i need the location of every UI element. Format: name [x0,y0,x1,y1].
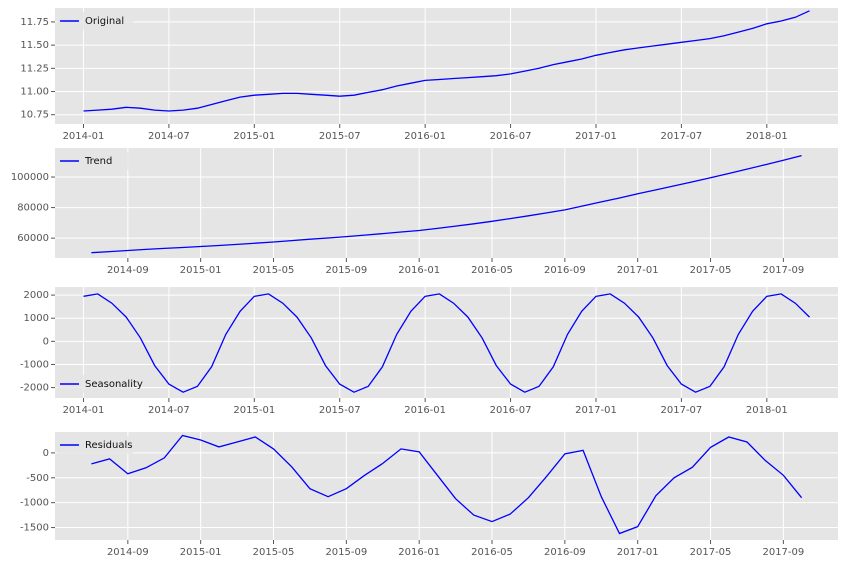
x-tick-label: 2016-09 [544,547,586,558]
legend: Seasonality [57,375,143,393]
legend: Original [57,12,133,30]
x-tick-label: 2018-01 [746,131,788,142]
plot-area [55,287,838,398]
legend-label: Original [85,16,124,27]
y-tick-label: 0 [43,336,49,347]
x-tick-label: 2016-07 [490,131,532,142]
legend-box [57,375,133,393]
y-tick-label: 11.75 [20,17,49,28]
y-tick-label: -1000 [20,498,49,509]
x-tick-label: 2015-07 [319,131,361,142]
x-tick-label: 2014-07 [148,131,190,142]
x-tick-label: 2016-01 [398,547,440,558]
x-tick-label: 2016-01 [398,265,440,276]
x-tick-label: 2018-01 [746,405,788,416]
x-tick-label: 2017-01 [617,265,659,276]
y-tick-label: 11.00 [20,87,49,98]
legend: Trend [57,152,133,170]
y-tick-label: 10.75 [20,110,49,121]
x-tick-label: 2014-09 [107,265,149,276]
x-tick-label: 2017-09 [762,547,804,558]
y-tick-label: -2000 [20,383,49,394]
x-tick-label: 2014-01 [63,405,105,416]
y-tick-label: -500 [26,473,49,484]
x-tick-label: 2014-09 [107,547,149,558]
y-tick-label: 2000 [24,290,49,301]
y-tick-label: 11.25 [20,63,49,74]
y-tick-label: -1000 [20,359,49,370]
x-tick-label: 2015-09 [325,547,367,558]
legend-label: Trend [84,156,112,167]
x-tick-label: 2016-05 [471,547,513,558]
y-tick-label: 11.50 [20,40,49,51]
x-tick-label: 2015-09 [325,265,367,276]
x-tick-label: 2017-05 [690,547,732,558]
plot-area [55,8,838,124]
y-tick-label: -1500 [20,523,49,534]
x-tick-label: 2016-05 [471,265,513,276]
y-tick-label: 100000 [11,172,49,183]
x-tick-label: 2015-01 [180,547,222,558]
x-tick-label: 2014-01 [63,131,105,142]
series-line [83,10,810,112]
legend-label: Seasonality [85,379,143,390]
x-tick-label: 2014-07 [148,405,190,416]
y-tick-label: 0 [43,448,49,459]
x-tick-label: 2017-01 [575,131,617,142]
series-line [83,293,810,393]
x-tick-label: 2016-09 [544,265,586,276]
x-tick-label: 2015-01 [233,405,275,416]
x-tick-label: 2017-05 [690,265,732,276]
x-tick-label: 2015-05 [253,547,295,558]
x-tick-label: 2015-01 [180,265,222,276]
series-line [91,434,803,535]
x-tick-label: 2017-07 [661,405,703,416]
x-tick-label: 2017-09 [762,265,804,276]
y-tick-label: 80000 [17,203,49,214]
y-tick-label: 1000 [24,313,49,324]
x-tick-label: 2017-01 [617,547,659,558]
series-line [91,154,802,254]
x-tick-label: 2015-07 [319,405,361,416]
plot-area [55,148,838,258]
legend-box [57,436,133,454]
x-tick-label: 2016-01 [404,405,446,416]
legend-box [57,12,133,30]
legend-box [57,152,133,170]
x-tick-label: 2015-05 [253,265,295,276]
x-tick-label: 2017-01 [575,405,617,416]
legend: Residuals [57,436,133,454]
x-tick-label: 2016-01 [404,131,446,142]
legend-label: Residuals [85,440,132,451]
y-tick-label: 60000 [17,233,49,244]
x-tick-label: 2015-01 [233,131,275,142]
x-tick-label: 2016-07 [490,405,532,416]
x-tick-label: 2017-07 [661,131,703,142]
